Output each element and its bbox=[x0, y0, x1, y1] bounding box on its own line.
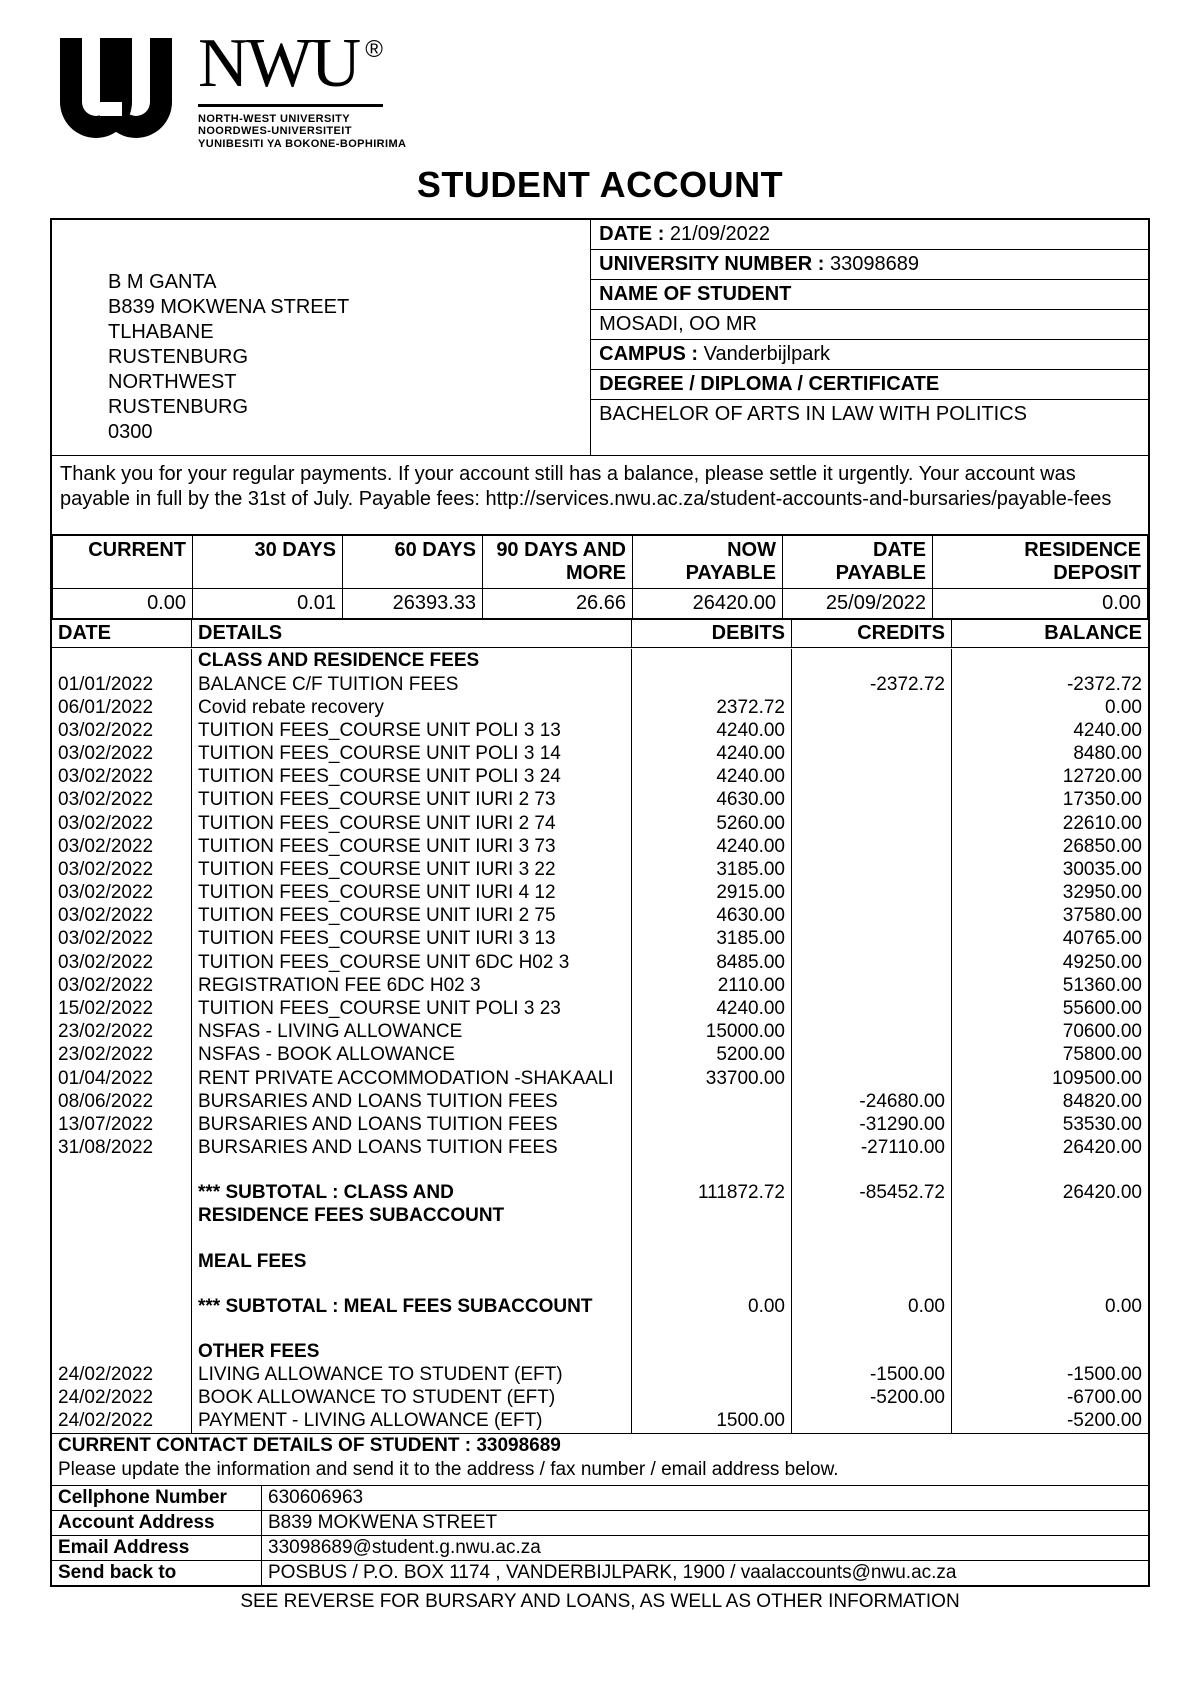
ledger-row: RESIDENCE FEES SUBACCOUNT bbox=[52, 1204, 1148, 1227]
sum-hd-res: RESIDENCE DEPOSIT bbox=[933, 536, 1148, 589]
ledger-header: DATE DETAILS DEBITS CREDITS BALANCE bbox=[52, 619, 1148, 648]
ledger-row: *** SUBTOTAL : CLASS AND111872.72-85452.… bbox=[52, 1181, 1148, 1204]
addr-line: NORTHWEST bbox=[108, 370, 580, 395]
addr-line: B M GANTA bbox=[108, 270, 580, 295]
ledger-row: 24/02/2022LIVING ALLOWANCE TO STUDENT (E… bbox=[52, 1363, 1148, 1386]
col-details: DETAILS bbox=[192, 620, 632, 647]
addr-line: TLHABANE bbox=[108, 320, 580, 345]
statement-frame: B M GANTA B839 MOKWENA STREET TLHABANE R… bbox=[50, 218, 1150, 1586]
contact-note: Please update the information and send i… bbox=[52, 1458, 1148, 1486]
ledger-row: 03/02/2022REGISTRATION FEE 6DC H02 32110… bbox=[52, 974, 1148, 997]
meta-campus: CAMPUS : Vanderbijlpark bbox=[591, 340, 1148, 370]
ledger-row: OTHER FEES bbox=[52, 1340, 1148, 1363]
ledger-blank bbox=[52, 1318, 1148, 1340]
statement-message: Thank you for your regular payments. If … bbox=[52, 455, 1148, 535]
ledger-row: *** SUBTOTAL : MEAL FEES SUBACCOUNT0.000… bbox=[52, 1295, 1148, 1318]
sum-val-current: 0.00 bbox=[53, 589, 193, 619]
ledger-row: 01/01/2022BALANCE C/F TUITION FEES-2372.… bbox=[52, 673, 1148, 696]
page-title: STUDENT ACCOUNT bbox=[50, 164, 1150, 206]
sum-val-date: 25/09/2022 bbox=[783, 589, 933, 619]
sum-hd-30: 30 DAYS bbox=[193, 536, 343, 589]
addr-line: RUSTENBURG bbox=[108, 395, 580, 420]
contact-row: Account AddressB839 MOKWENA STREET bbox=[52, 1511, 1148, 1536]
sum-val-res: 0.00 bbox=[933, 589, 1148, 619]
sum-val-30: 0.01 bbox=[193, 589, 343, 619]
meta-univ-number: UNIVERSITY NUMBER : 33098689 bbox=[591, 250, 1148, 280]
meta-degree-value: BACHELOR OF ARTS IN LAW WITH POLITICS bbox=[591, 400, 1148, 450]
tagline-2: NOORDWES-UNIVERSITEIT bbox=[198, 125, 406, 138]
addr-line: RUSTENBURG bbox=[108, 345, 580, 370]
ledger-row: CLASS AND RESIDENCE FEES bbox=[52, 649, 1148, 672]
ledger-row: 23/02/2022NSFAS - LIVING ALLOWANCE15000.… bbox=[52, 1020, 1148, 1043]
sum-hd-90: 90 DAYS AND MORE bbox=[483, 536, 633, 589]
footer-note: SEE REVERSE FOR BURSARY AND LOANS, AS WE… bbox=[50, 1587, 1150, 1613]
ledger-row: 13/07/2022BURSARIES AND LOANS TUITION FE… bbox=[52, 1113, 1148, 1136]
sum-val-90: 26.66 bbox=[483, 589, 633, 619]
ledger-row: 06/01/2022Covid rebate recovery2372.720.… bbox=[52, 696, 1148, 719]
meta-degree-label: DEGREE / DIPLOMA / CERTIFICATE bbox=[591, 370, 1148, 400]
col-credits: CREDITS bbox=[792, 620, 952, 647]
contact-header: CURRENT CONTACT DETAILS OF STUDENT : 330… bbox=[52, 1434, 1148, 1458]
meta-date: DATE : 21/09/2022 bbox=[591, 220, 1148, 250]
nwu-logo-icon bbox=[50, 30, 180, 140]
page: NWU ® NORTH-WEST UNIVERSITY NOORDWES-UNI… bbox=[0, 0, 1200, 1653]
ledger-row: MEAL FEES bbox=[52, 1250, 1148, 1273]
contact-value: 33098689@student.g.nwu.ac.za bbox=[262, 1536, 1148, 1560]
ledger-row: 03/02/2022TUITION FEES_COURSE UNIT IURI … bbox=[52, 788, 1148, 811]
tagline-3: YUNIBESITI YA BOKONE-BOPHIRIMA bbox=[198, 138, 406, 151]
ledger-blank bbox=[52, 1273, 1148, 1295]
contact-label: Send back to bbox=[52, 1561, 262, 1585]
ledger-row: 24/02/2022BOOK ALLOWANCE TO STUDENT (EFT… bbox=[52, 1386, 1148, 1409]
tagline-1: NORTH-WEST UNIVERSITY bbox=[198, 113, 406, 126]
contact-label: Email Address bbox=[52, 1536, 262, 1560]
contact-value: 630606963 bbox=[262, 1486, 1148, 1510]
ledger-row: 24/02/2022PAYMENT - LIVING ALLOWANCE (EF… bbox=[52, 1409, 1148, 1432]
ledger-row: 03/02/2022TUITION FEES_COURSE UNIT POLI … bbox=[52, 742, 1148, 765]
contact-label: Cellphone Number bbox=[52, 1486, 262, 1510]
sum-hd-60: 60 DAYS bbox=[343, 536, 483, 589]
address-block: B M GANTA B839 MOKWENA STREET TLHABANE R… bbox=[52, 220, 590, 455]
registered-mark: ® bbox=[365, 36, 383, 64]
summary-table: CURRENT 30 DAYS 60 DAYS 90 DAYS AND MORE… bbox=[52, 535, 1148, 619]
ledger-row: 31/08/2022BURSARIES AND LOANS TUITION FE… bbox=[52, 1136, 1148, 1159]
contact-row: Cellphone Number630606963 bbox=[52, 1486, 1148, 1511]
col-debits: DEBITS bbox=[632, 620, 792, 647]
ledger-row: 23/02/2022NSFAS - BOOK ALLOWANCE5200.007… bbox=[52, 1043, 1148, 1066]
ledger-row: 03/02/2022TUITION FEES_COURSE UNIT IURI … bbox=[52, 835, 1148, 858]
brand-name: NWU bbox=[198, 34, 359, 94]
meta-name-value: MOSADI, OO MR bbox=[591, 310, 1148, 340]
logo-block: NWU ® NORTH-WEST UNIVERSITY NOORDWES-UNI… bbox=[50, 30, 1150, 150]
col-balance: BALANCE bbox=[952, 620, 1148, 647]
meta-block: DATE : 21/09/2022 UNIVERSITY NUMBER : 33… bbox=[590, 220, 1148, 455]
ledger-row: 08/06/2022BURSARIES AND LOANS TUITION FE… bbox=[52, 1090, 1148, 1113]
sum-hd-now: NOW PAYABLE bbox=[633, 536, 783, 589]
contact-label: Account Address bbox=[52, 1511, 262, 1535]
sum-val-60: 26393.33 bbox=[343, 589, 483, 619]
contact-row: Email Address33098689@student.g.nwu.ac.z… bbox=[52, 1536, 1148, 1561]
ledger-body: CLASS AND RESIDENCE FEES01/01/2022BALANC… bbox=[52, 648, 1148, 1433]
col-date: DATE bbox=[52, 620, 192, 647]
logo-text: NWU ® NORTH-WEST UNIVERSITY NOORDWES-UNI… bbox=[198, 30, 406, 150]
ledger-row: 03/02/2022TUITION FEES_COURSE UNIT POLI … bbox=[52, 719, 1148, 742]
contact-row: Send back toPOSBUS / P.O. BOX 1174 , VAN… bbox=[52, 1561, 1148, 1585]
ledger-blank bbox=[52, 1159, 1148, 1181]
ledger-row: 03/02/2022TUITION FEES_COURSE UNIT IURI … bbox=[52, 858, 1148, 881]
ledger-row: 03/02/2022TUITION FEES_COURSE UNIT IURI … bbox=[52, 927, 1148, 950]
sum-hd-date: DATE PAYABLE bbox=[783, 536, 933, 589]
ledger-row: 03/02/2022TUITION FEES_COURSE UNIT 6DC H… bbox=[52, 951, 1148, 974]
ledger-row: 03/02/2022TUITION FEES_COURSE UNIT IURI … bbox=[52, 881, 1148, 904]
ledger-row: 03/02/2022TUITION FEES_COURSE UNIT IURI … bbox=[52, 904, 1148, 927]
ledger-row: 15/02/2022TUITION FEES_COURSE UNIT POLI … bbox=[52, 997, 1148, 1020]
ledger-row: 03/02/2022TUITION FEES_COURSE UNIT IURI … bbox=[52, 812, 1148, 835]
addr-line: B839 MOKWENA STREET bbox=[108, 295, 580, 320]
ledger-row: 03/02/2022TUITION FEES_COURSE UNIT POLI … bbox=[52, 765, 1148, 788]
ledger-row: 01/04/2022RENT PRIVATE ACCOMMODATION -SH… bbox=[52, 1067, 1148, 1090]
addr-line: 0300 bbox=[108, 420, 580, 445]
ledger-blank bbox=[52, 1228, 1148, 1250]
sum-val-now: 26420.00 bbox=[633, 589, 783, 619]
contact-value: POSBUS / P.O. BOX 1174 , VANDERBIJLPARK,… bbox=[262, 1561, 1148, 1585]
meta-name-label: NAME OF STUDENT bbox=[591, 280, 1148, 310]
sum-hd-current: CURRENT bbox=[53, 536, 193, 589]
contact-value: B839 MOKWENA STREET bbox=[262, 1511, 1148, 1535]
